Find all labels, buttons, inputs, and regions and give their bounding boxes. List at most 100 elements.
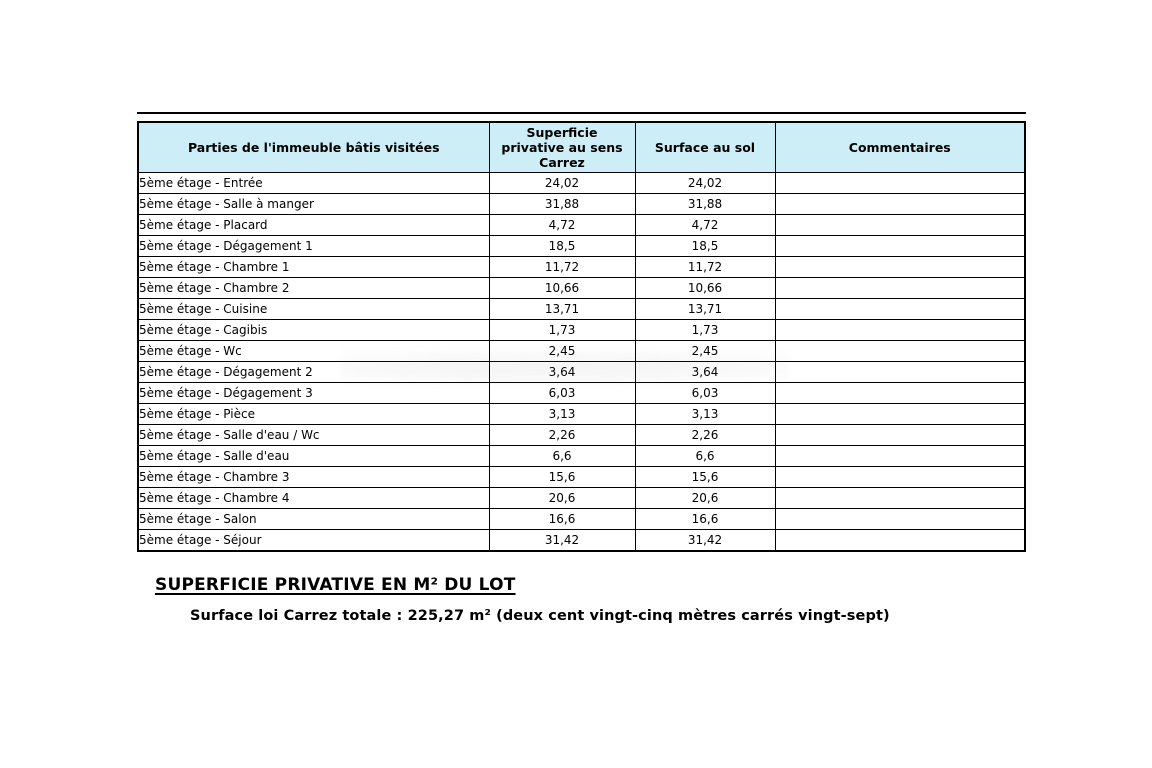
table-row: 5ème étage - Cuisine 13,71 13,71 (137, 298, 1026, 320)
comment-cell (774, 424, 1026, 446)
table-row: 5ème étage - Cagibis 1,73 1,73 (137, 319, 1026, 341)
table-row: 5ème étage - Placard 4,72 4,72 (137, 214, 1026, 236)
carrez-value: 31,42 (488, 529, 636, 552)
table-row: 5ème étage - Chambre 1 11,72 11,72 (137, 256, 1026, 278)
room-label: 5ème étage - Chambre 3 (137, 466, 490, 488)
room-label: 5ème étage - Cuisine (137, 298, 490, 320)
surface-sol-value: 18,5 (634, 235, 776, 257)
carrez-value: 4,72 (488, 214, 636, 236)
carrez-value: 20,6 (488, 487, 636, 509)
header-carrez: Superficie privative au sens Carrez (488, 121, 636, 173)
table-row: 5ème étage - Séjour 31,42 31,42 (137, 529, 1026, 552)
table-row: 5ème étage - Salle à manger 31,88 31,88 (137, 193, 1026, 215)
table-row: 5ème étage - Salon 16,6 16,6 (137, 508, 1026, 530)
carrez-value: 6,6 (488, 445, 636, 467)
table-row: 5ème étage - Chambre 2 10,66 10,66 (137, 277, 1026, 299)
room-label: 5ème étage - Salle d'eau (137, 445, 490, 467)
room-label: 5ème étage - Salle à manger (137, 193, 490, 215)
carrez-value: 24,02 (488, 172, 636, 194)
comment-cell (774, 298, 1026, 320)
header-parties: Parties de l'immeuble bâtis visitées (137, 121, 490, 173)
surface-sol-value: 3,64 (634, 361, 776, 383)
comment-cell (774, 340, 1026, 362)
surface-sol-value: 1,73 (634, 319, 776, 341)
room-label: 5ème étage - Dégagement 3 (137, 382, 490, 404)
comment-cell (774, 487, 1026, 509)
table-row: 5ème étage - Entrée 24,02 24,02 (137, 172, 1026, 194)
comment-cell (774, 403, 1026, 425)
comment-cell (774, 193, 1026, 215)
section-title: SUPERFICIE PRIVATIVE EN M² DU LOT (155, 575, 516, 595)
carrez-value: 18,5 (488, 235, 636, 257)
surface-sol-value: 10,66 (634, 277, 776, 299)
total-carrez-line: Surface loi Carrez totale : 225,27 m² (d… (190, 608, 890, 624)
carrez-value: 3,64 (488, 361, 636, 383)
room-label: 5ème étage - Cagibis (137, 319, 490, 341)
carrez-value: 13,71 (488, 298, 636, 320)
surface-sol-value: 2,26 (634, 424, 776, 446)
room-label: 5ème étage - Entrée (137, 172, 490, 194)
table-header-row: Parties de l'immeuble bâtis visitées Sup… (137, 121, 1026, 173)
room-label: 5ème étage - Séjour (137, 529, 490, 552)
room-label: 5ème étage - Chambre 2 (137, 277, 490, 299)
room-label: 5ème étage - Dégagement 2 (137, 361, 490, 383)
comment-cell (774, 466, 1026, 488)
table-row: 5ème étage - Dégagement 1 18,5 18,5 (137, 235, 1026, 257)
surface-sol-value: 2,45 (634, 340, 776, 362)
table-body: 5ème étage - Entrée 24,02 24,02 5ème éta… (137, 172, 1026, 552)
room-label: 5ème étage - Dégagement 1 (137, 235, 490, 257)
surface-sol-value: 6,03 (634, 382, 776, 404)
table-row: 5ème étage - Dégagement 3 6,03 6,03 (137, 382, 1026, 404)
carrez-value: 15,6 (488, 466, 636, 488)
surface-sol-value: 15,6 (634, 466, 776, 488)
surface-sol-value: 4,72 (634, 214, 776, 236)
comment-cell (774, 172, 1026, 194)
top-horizontal-rule (137, 112, 1026, 114)
table-row: 5ème étage - Pièce 3,13 3,13 (137, 403, 1026, 425)
header-carrez-label: Superficie privative au sens Carrez (501, 125, 623, 170)
comment-cell (774, 445, 1026, 467)
carrez-value: 1,73 (488, 319, 636, 341)
room-label: 5ème étage - Chambre 4 (137, 487, 490, 509)
carrez-value: 6,03 (488, 382, 636, 404)
header-commentaires: Commentaires (774, 121, 1026, 173)
comment-cell (774, 382, 1026, 404)
carrez-value: 2,45 (488, 340, 636, 362)
surface-sol-value: 13,71 (634, 298, 776, 320)
surface-sol-value: 11,72 (634, 256, 776, 278)
carrez-value: 3,13 (488, 403, 636, 425)
surface-sol-value: 16,6 (634, 508, 776, 530)
header-parties-label: Parties de l'immeuble bâtis visitées (187, 140, 440, 155)
room-label: 5ème étage - Salon (137, 508, 490, 530)
room-label: 5ème étage - Wc (137, 340, 490, 362)
carrez-value: 11,72 (488, 256, 636, 278)
surface-sol-value: 24,02 (634, 172, 776, 194)
carrez-value: 10,66 (488, 277, 636, 299)
carrez-value: 2,26 (488, 424, 636, 446)
surface-sol-value: 6,6 (634, 445, 776, 467)
comment-cell (774, 256, 1026, 278)
room-label: 5ème étage - Placard (137, 214, 490, 236)
table-row: 5ème étage - Salle d'eau 6,6 6,6 (137, 445, 1026, 467)
carrez-value: 16,6 (488, 508, 636, 530)
comment-cell (774, 529, 1026, 552)
surface-sol-value: 20,6 (634, 487, 776, 509)
header-surface-sol-label: Surface au sol (654, 140, 756, 155)
room-label: 5ème étage - Chambre 1 (137, 256, 490, 278)
carrez-surface-table: Parties de l'immeuble bâtis visitées Sup… (137, 121, 1026, 552)
comment-cell (774, 214, 1026, 236)
table-row: 5ème étage - Wc 2,45 2,45 (137, 340, 1026, 362)
room-label: 5ème étage - Pièce (137, 403, 490, 425)
comment-cell (774, 277, 1026, 299)
table-header: Parties de l'immeuble bâtis visitées Sup… (137, 121, 1026, 173)
comment-cell (774, 361, 1026, 383)
surface-sol-value: 3,13 (634, 403, 776, 425)
surface-sol-value: 31,88 (634, 193, 776, 215)
room-label: 5ème étage - Salle d'eau / Wc (137, 424, 490, 446)
carrez-value: 31,88 (488, 193, 636, 215)
comment-cell (774, 319, 1026, 341)
surface-sol-value: 31,42 (634, 529, 776, 552)
comment-cell (774, 508, 1026, 530)
table-row: 5ème étage - Chambre 3 15,6 15,6 (137, 466, 1026, 488)
